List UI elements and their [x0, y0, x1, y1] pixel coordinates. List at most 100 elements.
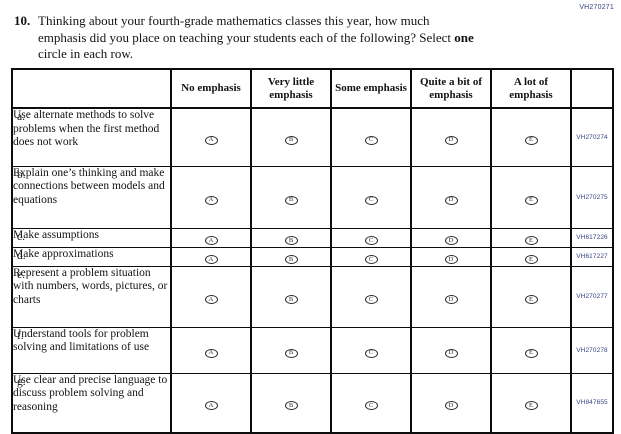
row-letter: a. [17, 111, 25, 123]
row-item-code: VH617227 [570, 246, 614, 267]
choice-cell: D [410, 165, 492, 229]
question-line: Thinking about your fourth-grade mathema… [38, 13, 430, 28]
row-label-text: Represent a problem situation with numbe… [13, 266, 168, 306]
header-empty-label-cell [11, 68, 172, 109]
answer-oval-e[interactable]: E [524, 348, 538, 358]
answer-oval-d[interactable]: D [444, 135, 458, 145]
choice-cell: C [330, 165, 412, 229]
choice-cell: E [490, 227, 572, 248]
answer-oval-c[interactable]: C [364, 236, 378, 245]
choice-cell: B [250, 165, 332, 229]
column-header: Quite a bit of emphasis [410, 68, 492, 109]
answer-oval-d[interactable]: D [444, 236, 458, 245]
row-letter: d. [17, 249, 26, 262]
answer-oval-c[interactable]: C [364, 195, 378, 205]
answer-oval-b[interactable]: B [284, 236, 298, 245]
choice-cell: A [170, 246, 252, 267]
row-label-text: Use alternate methods to solve problems … [13, 109, 160, 149]
answer-oval-c[interactable]: C [364, 401, 378, 411]
choice-cell: E [490, 165, 572, 229]
table-header-row: No emphasis Very little emphasis Some emph… [11, 68, 614, 109]
choice-cell: C [330, 265, 412, 328]
answer-oval-e[interactable]: E [524, 135, 538, 145]
answer-oval-c[interactable]: C [364, 295, 378, 304]
choice-cell: A [170, 372, 252, 434]
answer-oval-b[interactable]: B [284, 135, 298, 145]
answer-oval-a[interactable]: A [204, 135, 218, 145]
choice-cell: C [330, 326, 412, 374]
answer-oval-a[interactable]: A [204, 401, 218, 411]
row-label-text: Make approximations [13, 247, 114, 260]
choice-cell: C [330, 372, 412, 434]
row-label: a. Use alternate methods to solve problem… [11, 107, 172, 167]
choice-cell: C [330, 246, 412, 267]
row-item-code: VH270274 [570, 107, 614, 167]
row-label: b. Explain one’s thinking and make connec… [11, 165, 172, 229]
row-item-code: VH847655 [570, 372, 614, 434]
answer-oval-e[interactable]: E [524, 255, 538, 264]
row-item-code: VH270277 [570, 265, 614, 328]
column-header: No emphasis [170, 68, 252, 109]
choice-cell: E [490, 107, 572, 167]
question-line: emphasis did you place on teaching your … [38, 29, 474, 45]
table-row: a. Use alternate methods to solve problem… [11, 107, 614, 167]
row-label: f. Understand tools for problem solving a… [11, 326, 172, 374]
answer-oval-d[interactable]: D [444, 401, 458, 411]
question-line: circle in each row. [38, 46, 134, 62]
choice-cell: A [170, 265, 252, 328]
answer-oval-d[interactable]: D [444, 195, 458, 205]
table-row: b. Explain one’s thinking and make connec… [11, 165, 614, 229]
choice-cell: A [170, 326, 252, 374]
answer-oval-d[interactable]: D [444, 295, 458, 304]
question-number: 10. [14, 13, 31, 28]
header-empty-code-cell [570, 68, 614, 109]
answer-oval-b[interactable]: B [284, 195, 298, 205]
answer-oval-d[interactable]: D [444, 255, 458, 264]
row-label: c. Make assumptions [11, 227, 172, 248]
answer-oval-e[interactable]: E [524, 236, 538, 245]
row-label-text: Explain one’s thinking and make connecti… [13, 166, 165, 206]
choice-cell: B [250, 227, 332, 248]
answer-oval-b[interactable]: B [284, 255, 298, 264]
answer-oval-c[interactable]: C [364, 255, 378, 264]
row-item-code: VH617226 [570, 227, 614, 248]
answer-oval-e[interactable]: E [524, 401, 538, 411]
answer-oval-d[interactable]: D [444, 348, 458, 358]
answer-oval-c[interactable]: C [364, 348, 378, 358]
question-text: Thinking about your fourth-grade mathema… [38, 13, 574, 63]
column-header: Very little emphasis [250, 68, 332, 109]
choice-cell: D [410, 246, 492, 267]
answer-oval-a[interactable]: A [204, 295, 218, 304]
table-row: g. Use clear and precise language to disc… [11, 372, 614, 434]
choice-cell: E [490, 326, 572, 374]
answer-oval-a[interactable]: A [204, 236, 218, 245]
choice-cell: B [250, 107, 332, 167]
form-item-code: VH270271 [579, 4, 614, 11]
answer-oval-e[interactable]: E [524, 295, 538, 304]
choice-cell: C [330, 227, 412, 248]
row-letter: b. [17, 168, 26, 181]
row-letter: f. [17, 329, 24, 342]
answer-oval-e[interactable]: E [524, 195, 538, 205]
choice-cell: D [410, 372, 492, 434]
choice-cell: D [410, 227, 492, 248]
choice-cell: D [410, 326, 492, 374]
answer-oval-a[interactable]: A [204, 255, 218, 264]
table-row: e. Represent a problem situation with num… [11, 265, 614, 328]
row-label: d. Make approximations [11, 246, 172, 267]
table-row: c. Make assumptions A B C D E VH617226 [11, 227, 614, 248]
table-row: f. Understand tools for problem solving a… [11, 326, 614, 374]
row-item-code: VH270278 [570, 326, 614, 374]
choice-cell: A [170, 227, 252, 248]
answer-oval-b[interactable]: B [284, 295, 298, 304]
row-label-text: Understand tools for problem solving and… [13, 327, 150, 354]
choice-cell: B [250, 265, 332, 328]
answer-oval-c[interactable]: C [364, 135, 378, 145]
answer-oval-a[interactable]: A [204, 348, 218, 358]
answer-oval-b[interactable]: B [284, 348, 298, 358]
question-bold-word: one [454, 29, 474, 45]
answer-oval-b[interactable]: B [284, 401, 298, 411]
row-letter: e. [17, 268, 25, 281]
choice-cell: C [330, 107, 412, 167]
answer-oval-a[interactable]: A [204, 195, 218, 205]
